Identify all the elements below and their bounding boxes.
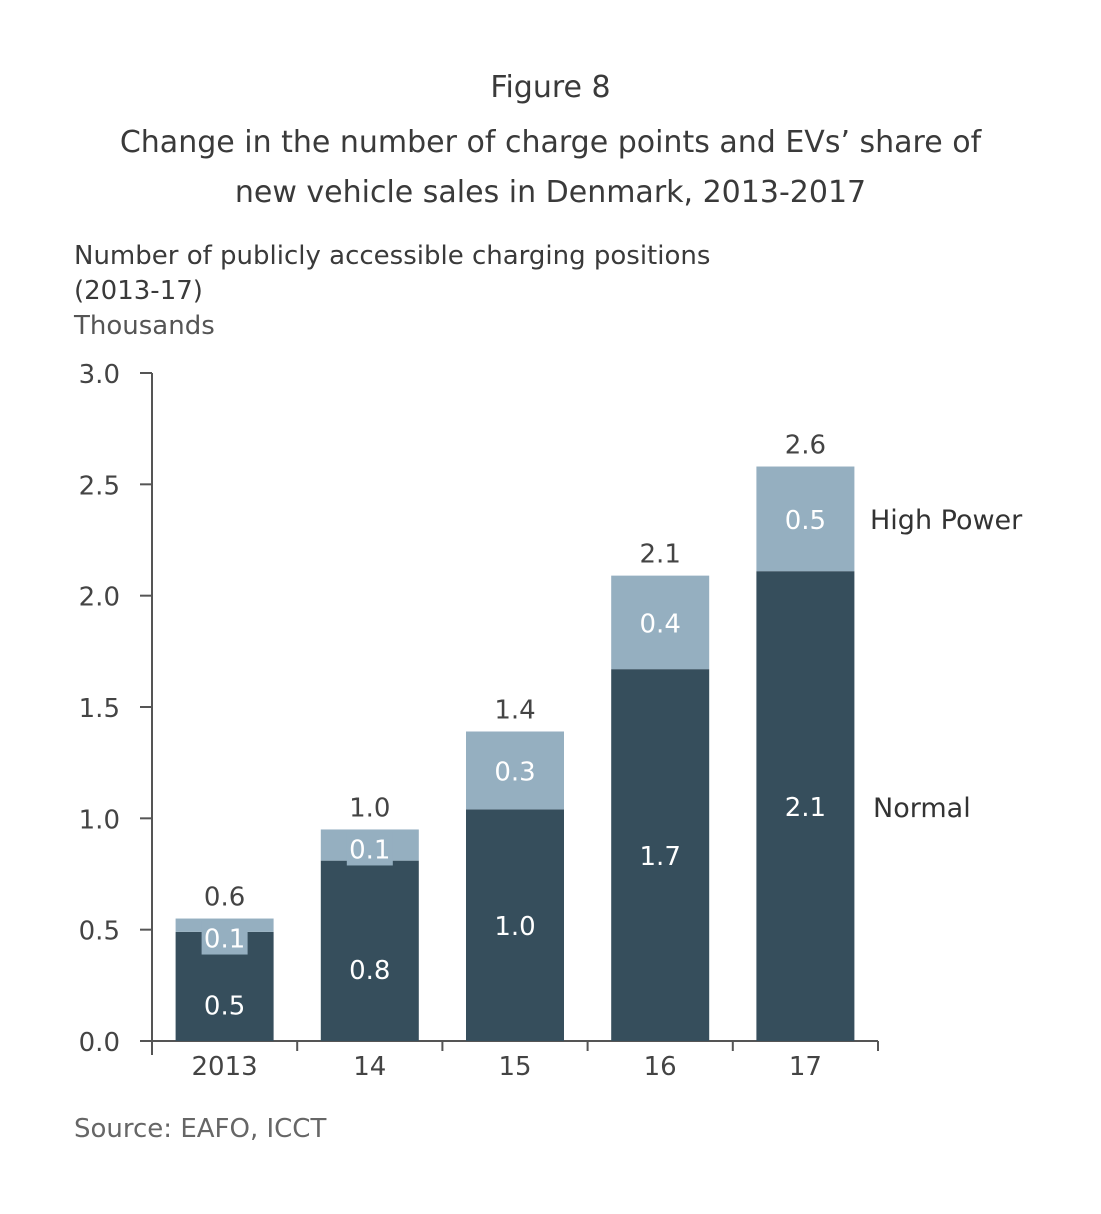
- source-note: Source: EAFO, ICCT: [74, 1114, 327, 1144]
- high-power-label: 0.4: [640, 609, 681, 639]
- bar-normal: [320, 860, 419, 1041]
- y-tick-label: 2.5: [79, 471, 120, 501]
- high-power-label: 0.1: [204, 925, 245, 955]
- normal-label: 1.0: [494, 912, 535, 942]
- x-tick-label: 15: [498, 1052, 531, 1082]
- x-tick-label: 2013: [192, 1052, 258, 1082]
- bar-normal: [756, 571, 855, 1041]
- bar-high-power: [756, 466, 855, 572]
- y-tick-label: 0.5: [79, 917, 120, 947]
- chart-title: Change in the number of charge points an…: [119, 125, 982, 210]
- y-axis-label: Thousands: [74, 311, 215, 341]
- high-power-label: 0.5: [785, 506, 826, 536]
- x-tick-label: 16: [644, 1052, 677, 1082]
- high-power-label: 0.3: [494, 757, 535, 787]
- x-tick-label: 17: [789, 1052, 822, 1082]
- bar-normal: [611, 669, 710, 1041]
- y-tick-label: 0.0: [79, 1028, 120, 1058]
- total-label: 2.1: [640, 540, 681, 570]
- total-label: 0.6: [204, 883, 245, 913]
- chart-subtitle: Number of publicly accessible charging p…: [74, 241, 711, 271]
- legend-normal: Normal: [873, 793, 971, 824]
- normal-label: 1.7: [640, 842, 681, 872]
- y-tick-label: 2.0: [79, 583, 120, 613]
- total-label: 2.6: [785, 431, 826, 461]
- chart-subtitle-period: (2013-17): [74, 276, 203, 306]
- x-tick-label: 14: [353, 1052, 386, 1082]
- total-label: 1.4: [494, 695, 535, 725]
- legend-high-power: High Power: [870, 505, 1023, 536]
- bar-high-power-label-box: [346, 831, 393, 866]
- y-tick-label: 1.5: [79, 694, 120, 724]
- bar-high-power: [611, 575, 710, 670]
- bar-high-power-label-box: [201, 920, 248, 955]
- bar-high-power: [466, 731, 564, 810]
- normal-label: 2.1: [785, 793, 826, 823]
- figure-label: Figure 8: [490, 70, 611, 105]
- normal-label: 0.5: [204, 991, 245, 1021]
- y-tick-label: 1.0: [79, 805, 120, 835]
- high-power-label: 0.1: [349, 835, 390, 865]
- y-tick-label: 3.0: [79, 360, 120, 390]
- bar-normal: [466, 809, 564, 1041]
- total-label: 1.0: [349, 793, 390, 823]
- normal-label: 0.8: [349, 956, 390, 986]
